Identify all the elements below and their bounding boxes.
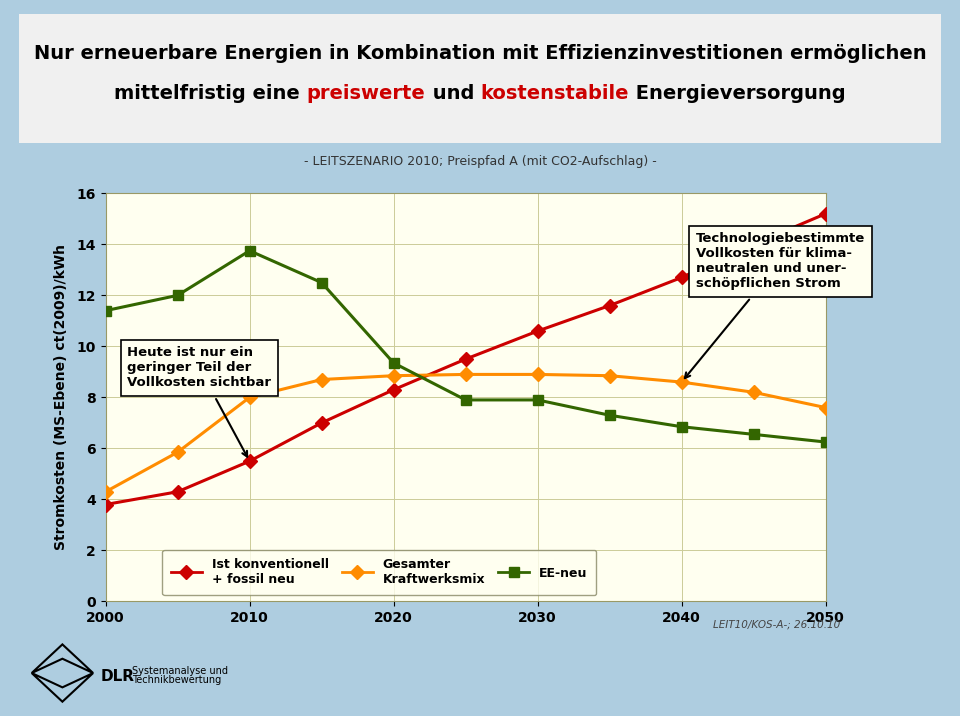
Legend: Ist konventionell
+ fossil neu, Gesamter
Kraftwerksmix, EE-neu: Ist konventionell + fossil neu, Gesamter…	[162, 550, 596, 595]
Text: Heute ist nur ein
geringer Teil der
Vollkosten sichtbar: Heute ist nur ein geringer Teil der Voll…	[128, 347, 272, 457]
Text: Systemanalyse und: Systemanalyse und	[132, 666, 228, 676]
Text: Technologiebestimmte
Vollkosten für klima-
neutralen und uner-
schöpflichen Stro: Technologiebestimmte Vollkosten für klim…	[684, 232, 865, 378]
Text: DLR: DLR	[101, 669, 134, 684]
Text: Nur erneuerbare Energien in Kombination mit Effizienzinvestitionen ermöglichen: Nur erneuerbare Energien in Kombination …	[34, 44, 926, 63]
Text: und: und	[425, 84, 481, 102]
Text: mittelfristig eine preiswerte und kostenstabile Energieversorgung: mittelfristig eine preiswerte und kosten…	[0, 715, 1, 716]
Text: mittelfristig eine: mittelfristig eine	[114, 84, 307, 102]
Text: - LEITSZENARIO 2010; Preispfad A (mit CO2-Aufschlag) -: - LEITSZENARIO 2010; Preispfad A (mit CO…	[303, 155, 657, 168]
Text: Energieversorgung: Energieversorgung	[629, 84, 846, 102]
Y-axis label: Stromkosten (MS-Ebene) ct(2009)/kWh: Stromkosten (MS-Ebene) ct(2009)/kWh	[54, 244, 68, 551]
Text: preiswerte: preiswerte	[307, 84, 425, 102]
Text: LEIT10/KOS-A-; 26.10.10: LEIT10/KOS-A-; 26.10.10	[712, 619, 840, 629]
Text: kostenstabile: kostenstabile	[481, 84, 629, 102]
Text: Technikbewertung: Technikbewertung	[132, 675, 222, 685]
